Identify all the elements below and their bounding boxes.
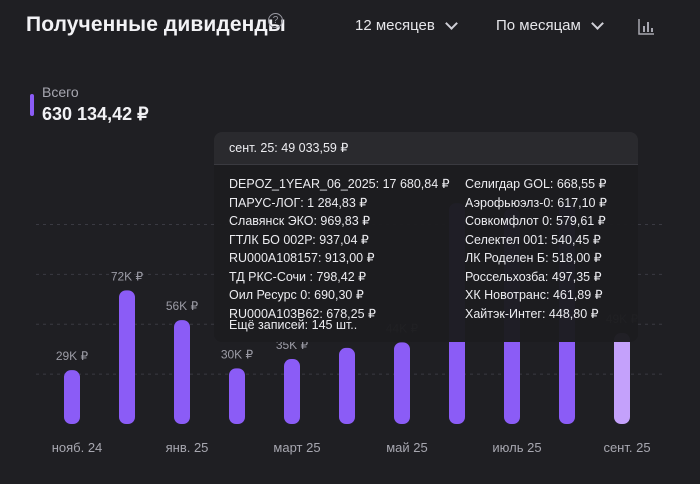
total-accent-bar [30,94,34,116]
tooltip-row: ХК Новотранс: 461,89 ₽ [465,288,603,302]
bar-value-label: 72K ₽ [111,269,144,283]
bar-value-label: 29K ₽ [56,349,89,363]
x-tick-label: июль 25 [492,440,541,455]
x-tick-label: нояб. 24 [52,440,103,455]
tooltip-right-column: Селигдар GOL: 668,55 ₽ Аэрофьюэлз-0: 617,… [465,176,607,324]
chart-bar [394,342,410,424]
total-value: 630 134,42 ₽ [42,104,149,124]
chart-bar [64,370,80,424]
tooltip-row: ТД РКС-Сочи : 798,42 ₽ [229,269,367,284]
tooltip-row: ЛК Роделен Б: 518,00 ₽ [465,251,602,265]
x-tick-label: май 25 [386,440,428,455]
tooltip-row: Селигдар GOL: 668,55 ₽ [465,177,607,191]
chart-bar [339,347,355,424]
tooltip-row: DEPOZ_1YEAR_06_2025: 17 680,84 ₽ [229,177,450,191]
period-dropdown-label: 12 месяцев [355,17,435,34]
bar-chart-icon[interactable] [638,18,655,35]
tooltip-row: Оил Ресурс 0: 690,30 ₽ [229,288,364,302]
tooltip-row: Селектел 001: 540,45 ₽ [465,232,601,247]
tooltip-more-records: Ещё записей: 145 шт.. [229,318,358,332]
chart-tooltip: сент. 25: 49 033,59 ₽ DEPOZ_1YEAR_06_202… [214,132,638,342]
tooltip-row: Совкомфлот 0: 579,61 ₽ [465,214,606,228]
x-tick-label: янв. 25 [166,440,209,455]
help-icon[interactable]: ? [268,13,283,28]
chart-bar [119,290,135,424]
chevron-down-icon [590,17,604,30]
period-dropdown[interactable]: 12 месяцев [355,17,458,34]
tooltip-left-column: DEPOZ_1YEAR_06_2025: 17 680,84 ₽ ПАРУС-ЛО… [229,176,450,324]
tooltip-row: Аэрофьюэлз-0: 617,10 ₽ [465,195,607,210]
bar-value-label: 56K ₽ [166,299,199,313]
tooltip-row: RU000A103B62: 678,25 ₽ [229,306,376,321]
chart-bar [229,368,245,424]
x-tick-label: март 25 [273,440,320,455]
tooltip-header: сент. 25: 49 033,59 ₽ [214,132,638,165]
grouping-dropdown-label: По месяцам [496,17,581,34]
chart-bar [174,320,190,424]
tooltip-row: Славянск ЭКО: 969,83 ₽ [229,214,371,228]
tooltip-row: RU000A108157: 913,00 ₽ [229,251,375,265]
tooltip-row: ПАРУС-ЛОГ: 1 284,83 ₽ [229,195,368,210]
grouping-dropdown[interactable]: По месяцам [496,17,604,34]
page-title: Полученные дивиденды [26,13,286,36]
bar-value-label: 30K ₽ [221,347,254,361]
tooltip-row: ГТЛК БО 002Р: 937,04 ₽ [229,232,369,247]
chart-bar [614,333,630,424]
total-label: Всего [42,84,79,100]
tooltip-row: Россельхозба: 497,35 ₽ [465,269,602,284]
chart-bar [284,359,300,424]
header: Полученные дивиденды ? 12 месяцев По мес… [0,0,700,56]
tooltip-row: Хайтэк-Интег: 448,80 ₽ [465,306,599,321]
chevron-down-icon [445,17,458,30]
x-tick-label: сент. 25 [603,440,650,455]
